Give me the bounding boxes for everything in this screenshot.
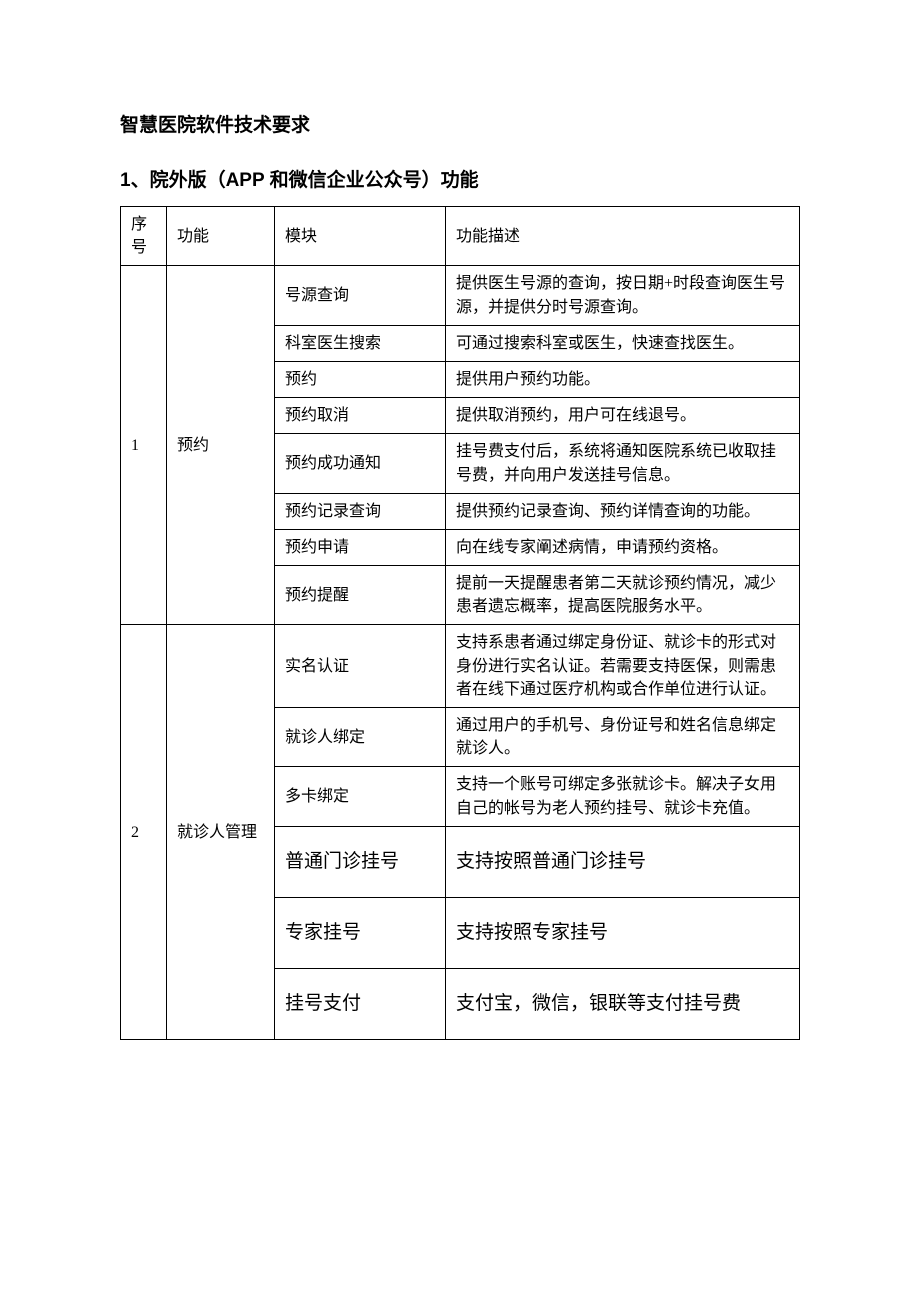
module-cell: 多卡绑定 (275, 767, 446, 826)
module-cell: 就诊人绑定 (275, 708, 446, 767)
desc-cell: 支付宝，微信，银联等支付挂号费 (446, 968, 800, 1039)
desc-cell: 挂号费支付后，系统将通知医院系统已收取挂号费，并向用户发送挂号信息。 (446, 434, 800, 493)
desc-cell: 支持按照专家挂号 (446, 897, 800, 968)
desc-cell: 可通过搜索科室或医生，快速查找医生。 (446, 325, 800, 361)
table-header-row: 序号 功能 模块 功能描述 (121, 207, 800, 266)
header-desc: 功能描述 (446, 207, 800, 266)
seq-cell: 1 (121, 266, 167, 625)
desc-cell: 提供预约记录查询、预约详情查询的功能。 (446, 493, 800, 529)
document-title: 智慧医院软件技术要求 (120, 110, 800, 137)
module-cell: 预约成功通知 (275, 434, 446, 493)
table-row: 1预约号源查询提供医生号源的查询，按日期+时段查询医生号源，并提供分时号源查询。 (121, 266, 800, 325)
table-row: 2就诊人管理实名认证支持系患者通过绑定身份证、就诊卡的形式对身份进行实名认证。若… (121, 625, 800, 708)
header-seq: 序号 (121, 207, 167, 266)
desc-cell: 向在线专家阐述病情，申请预约资格。 (446, 529, 800, 565)
requirements-table: 序号 功能 模块 功能描述 1预约号源查询提供医生号源的查询，按日期+时段查询医… (120, 206, 800, 1040)
desc-cell: 支持按照普通门诊挂号 (446, 826, 800, 897)
desc-cell: 支持一个账号可绑定多张就诊卡。解决子女用自己的帐号为老人预约挂号、就诊卡充值。 (446, 767, 800, 826)
module-cell: 科室医生搜索 (275, 325, 446, 361)
module-cell: 预约提醒 (275, 566, 446, 625)
section-heading: 1、院外版（APP 和微信企业公众号）功能 (120, 165, 800, 192)
desc-cell: 提供取消预约，用户可在线退号。 (446, 398, 800, 434)
func-cell: 预约 (167, 266, 275, 625)
module-cell: 实名认证 (275, 625, 446, 708)
module-cell: 预约取消 (275, 398, 446, 434)
seq-cell: 2 (121, 625, 167, 1039)
func-cell: 就诊人管理 (167, 625, 275, 1039)
table-body: 序号 功能 模块 功能描述 1预约号源查询提供医生号源的查询，按日期+时段查询医… (121, 207, 800, 1040)
header-func: 功能 (167, 207, 275, 266)
desc-cell: 提供用户预约功能。 (446, 361, 800, 397)
module-cell: 普通门诊挂号 (275, 826, 446, 897)
desc-cell: 提供医生号源的查询，按日期+时段查询医生号源，并提供分时号源查询。 (446, 266, 800, 325)
header-module: 模块 (275, 207, 446, 266)
desc-cell: 支持系患者通过绑定身份证、就诊卡的形式对身份进行实名认证。若需要支持医保，则需患… (446, 625, 800, 708)
module-cell: 号源查询 (275, 266, 446, 325)
module-cell: 挂号支付 (275, 968, 446, 1039)
module-cell: 专家挂号 (275, 897, 446, 968)
desc-cell: 通过用户的手机号、身份证号和姓名信息绑定就诊人。 (446, 708, 800, 767)
desc-cell: 提前一天提醒患者第二天就诊预约情况，减少患者遗忘概率，提高医院服务水平。 (446, 566, 800, 625)
module-cell: 预约申请 (275, 529, 446, 565)
module-cell: 预约记录查询 (275, 493, 446, 529)
module-cell: 预约 (275, 361, 446, 397)
